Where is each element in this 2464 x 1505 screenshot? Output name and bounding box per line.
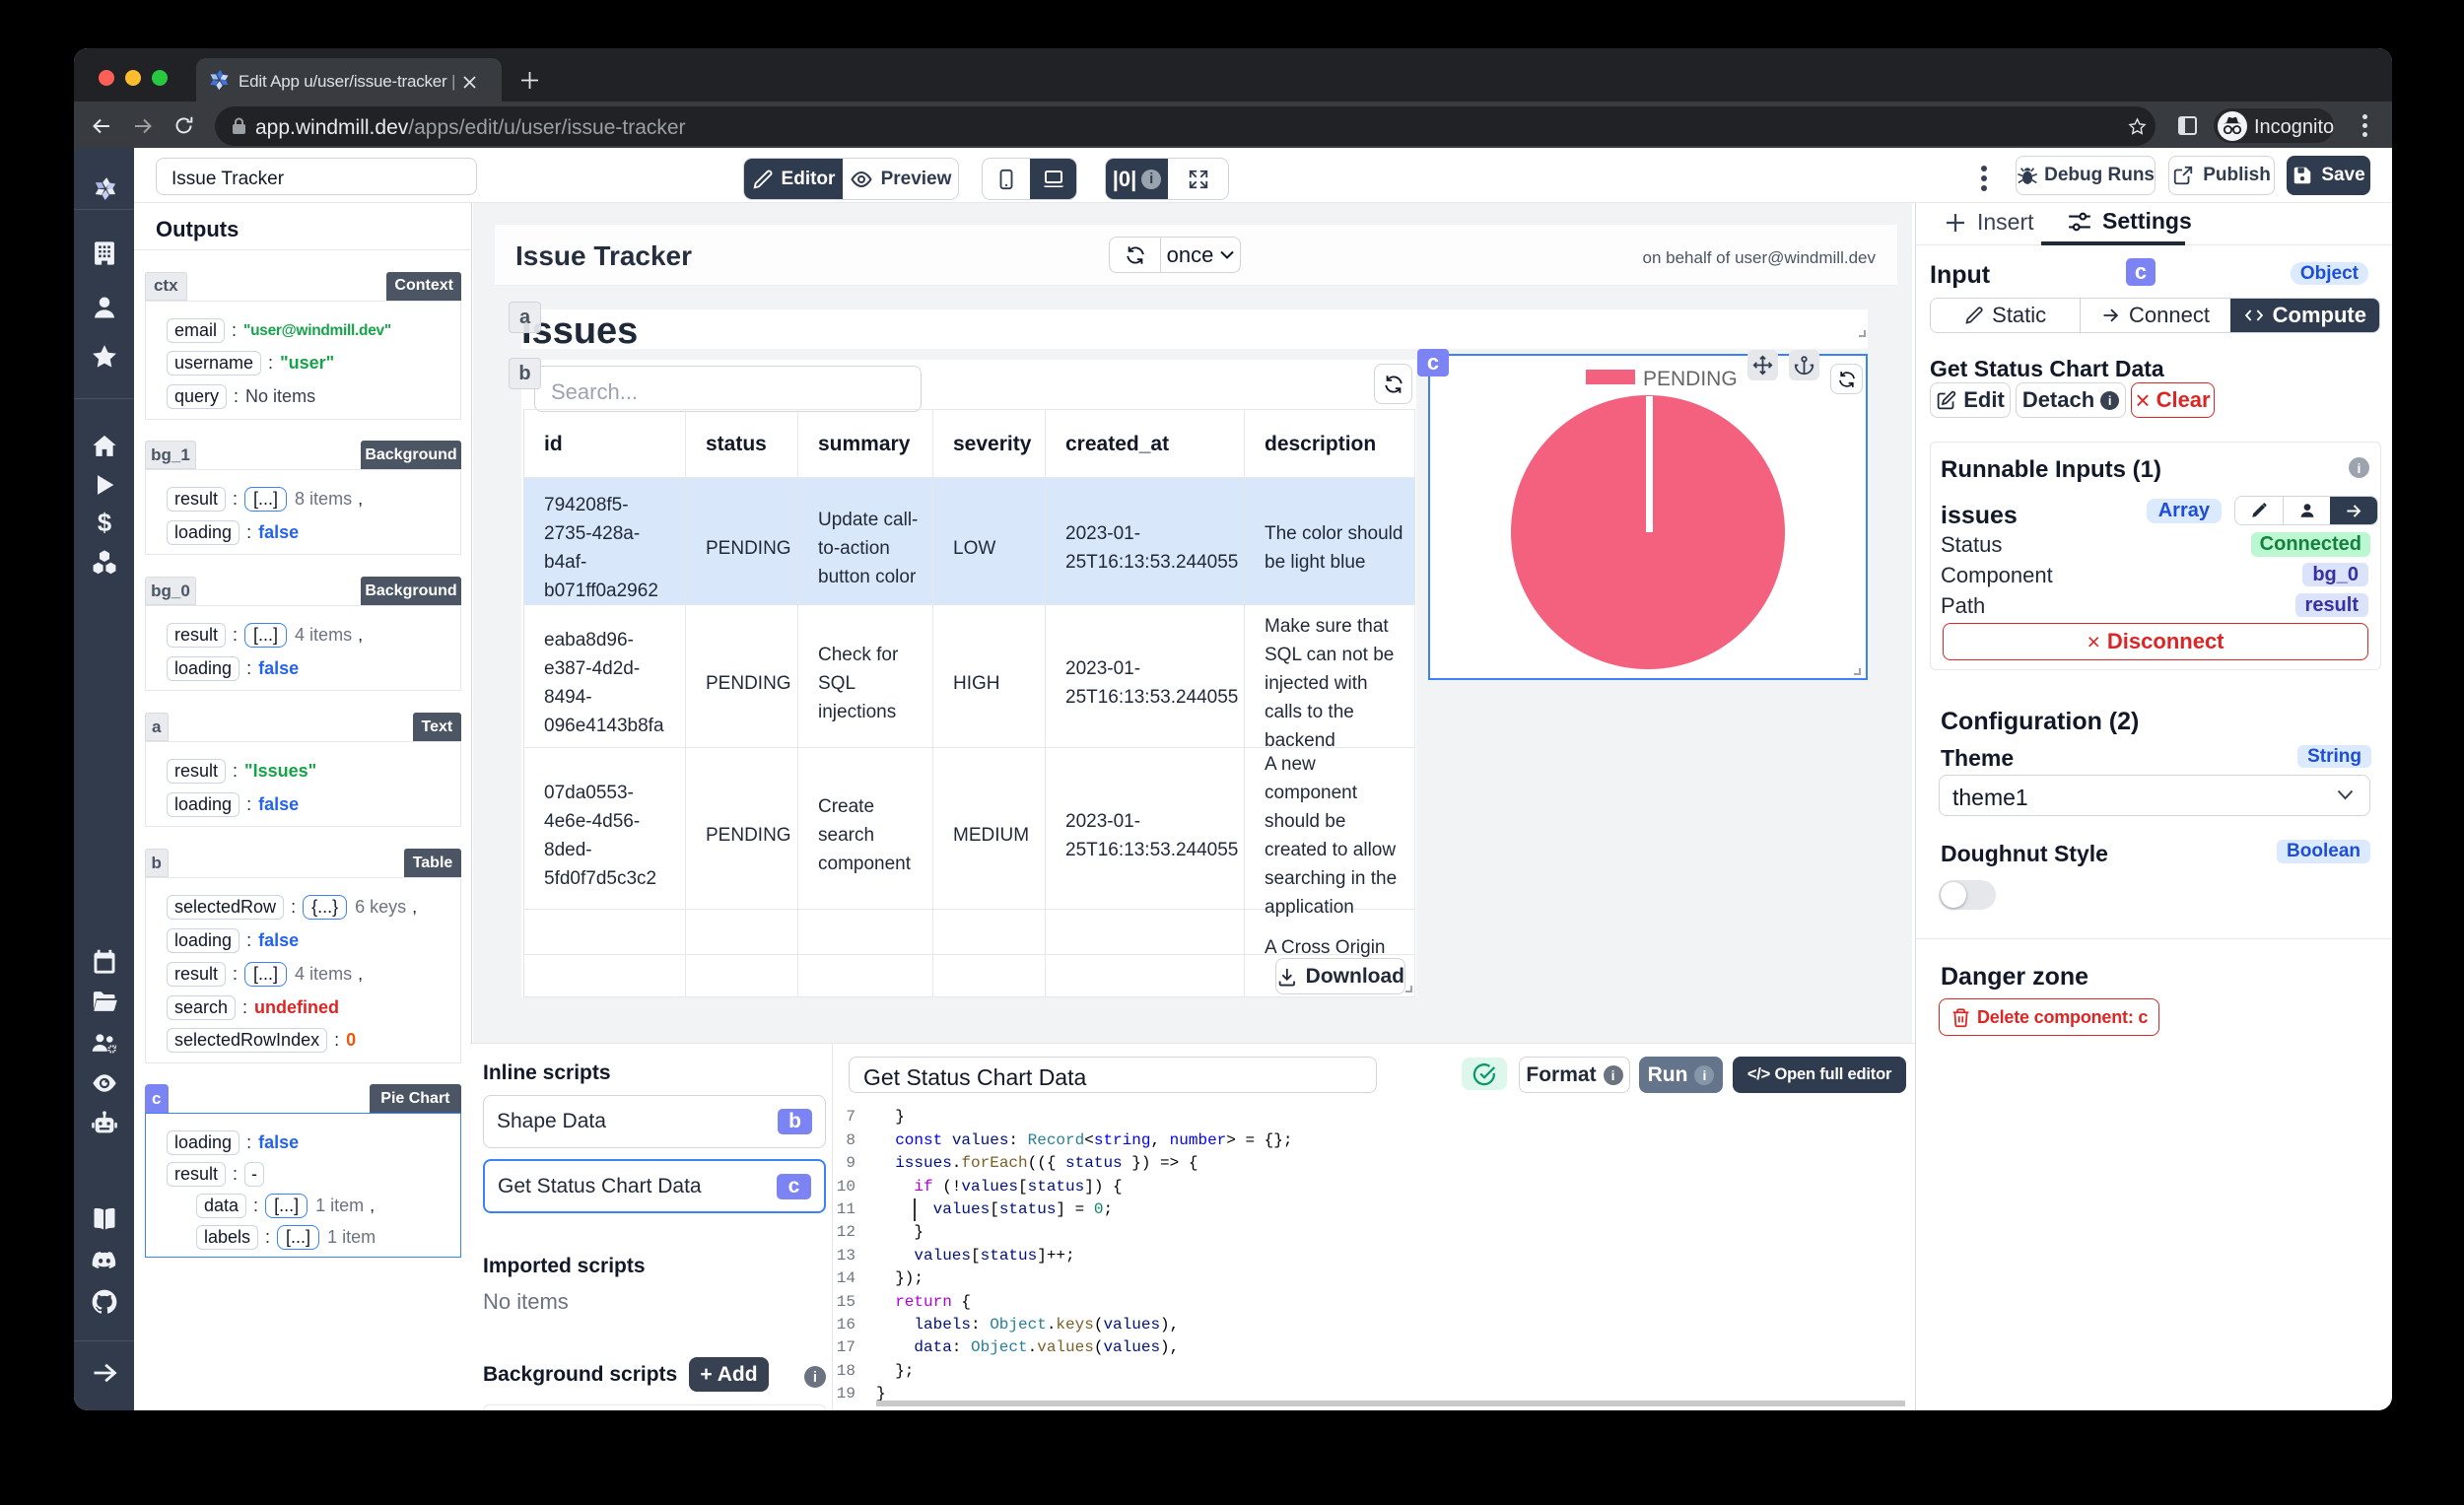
svg-text:$: $ [98, 510, 111, 537]
